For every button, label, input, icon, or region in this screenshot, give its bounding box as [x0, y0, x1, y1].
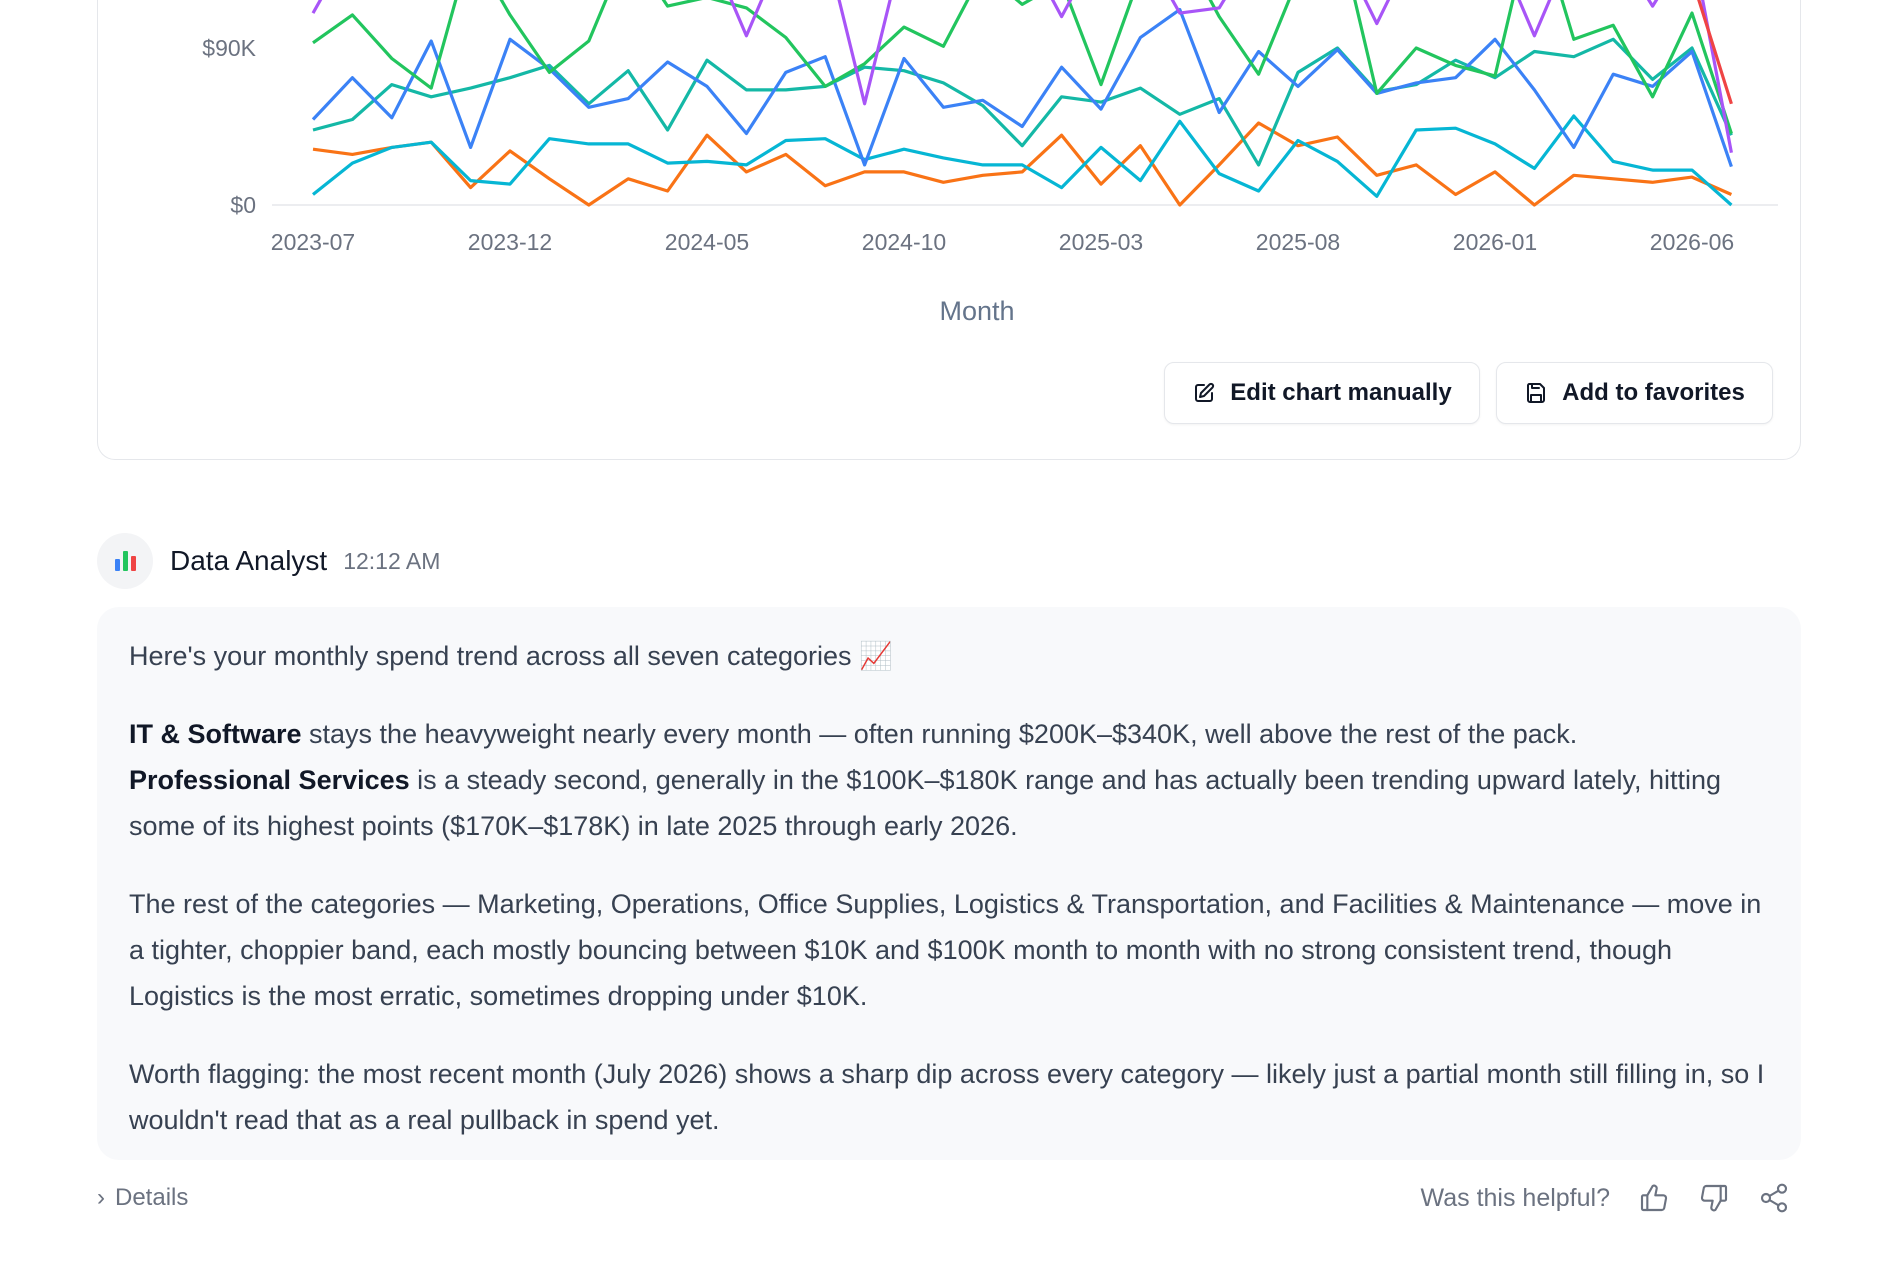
add-to-favorites-button[interactable]: Add to favorites — [1496, 362, 1773, 424]
chart-card: $0 $90K 2023-07 2023-12 2024-05 2024-10 2025-0… — [97, 0, 1801, 460]
edit-icon — [1195, 382, 1215, 402]
intro-text: Here's your monthly spend trend across a… — [129, 641, 893, 671]
y-tick-label: $0 — [230, 192, 256, 218]
thumbs-up-icon[interactable] — [1638, 1182, 1670, 1214]
series-line-4 — [311, 7, 1733, 168]
message-header: Data Analyst 12:12 AM — [97, 533, 440, 589]
x-tick-label: 2026-01 — [1453, 229, 1537, 255]
message-paragraph-1: Here's your monthly spend trend across a… — [129, 633, 1769, 679]
spend-line-chart: $0 $90K 2023-07 2023-12 2024-05 2024-10 2025-0… — [202, 0, 1778, 326]
series-line-1 — [312, 121, 1733, 207]
message-time: 12:12 AM — [343, 547, 441, 574]
series-line-5 — [312, 0, 1733, 134]
professional-services-text: is a steady second, generally in the $10… — [129, 765, 1722, 841]
sender-name: Data Analyst — [170, 545, 328, 576]
series-line-2 — [312, 114, 1733, 207]
thumbs-down-icon[interactable] — [1698, 1182, 1730, 1214]
it-software-text: stays the heavyweight nearly every month… — [301, 719, 1578, 749]
feedback-bar: Was this helpful? — [1421, 1182, 1790, 1214]
x-tick-label: 2025-08 — [1256, 229, 1340, 255]
x-tick-label: 2026-06 — [1650, 229, 1734, 255]
helpful-label: Was this helpful? — [1420, 1183, 1610, 1212]
message-paragraph-3: The rest of the categories — Marketing, … — [129, 881, 1769, 1019]
x-axis-title: Month — [939, 296, 1014, 326]
y-tick-label: $90K — [202, 35, 256, 61]
message-paragraph-2: IT & Software stays the heavyweight near… — [129, 711, 1769, 849]
x-tick-label: 2023-12 — [468, 229, 552, 255]
share-icon[interactable] — [1758, 1182, 1790, 1214]
message-paragraph-4: Worth flagging: the most recent month (J… — [129, 1051, 1769, 1143]
chevron-right-icon: › — [97, 1184, 105, 1211]
series-line-6 — [311, 0, 1733, 153]
bar-chart-icon — [97, 533, 153, 589]
details-label: Details — [115, 1184, 189, 1211]
flag-text: Worth flagging: the most recent month (J… — [129, 1059, 1765, 1135]
save-icon — [1527, 383, 1546, 403]
x-tick-label: 2023-07 — [271, 229, 355, 255]
x-tick-label: 2024-10 — [862, 229, 946, 255]
add-to-favorites-label: Add to favorites — [1562, 379, 1745, 406]
series-line-3 — [312, 37, 1733, 167]
details-toggle[interactable]: › Details — [97, 1184, 188, 1212]
x-tick-label: 2025-03 — [1059, 229, 1143, 255]
edit-chart-button[interactable]: Edit chart manually — [1164, 362, 1480, 424]
x-tick-label: 2024-05 — [665, 229, 749, 255]
message-bubble: Here's your monthly spend trend across a… — [97, 607, 1801, 1160]
other-categories-text: The rest of the categories — Marketing, … — [129, 889, 1762, 1011]
edit-chart-label: Edit chart manually — [1230, 379, 1452, 406]
it-software-label: IT & Software — [129, 719, 302, 749]
professional-services-label: Professional Services — [129, 765, 410, 795]
